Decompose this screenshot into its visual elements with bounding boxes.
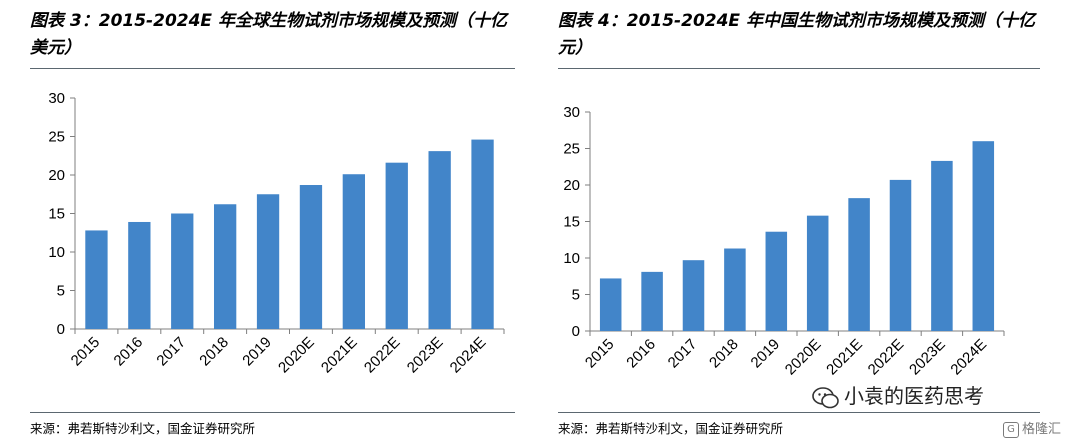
- g-logo-icon: G: [1003, 421, 1019, 438]
- y-tick-label: 0: [57, 321, 65, 338]
- x-tick-label: 2024E: [947, 336, 990, 379]
- china-market-panel: 图表 4：2015-2024E 年中国生物试剂市场规模及预测（十亿元） 0 5 10…: [540, 0, 1080, 443]
- title-rule: [30, 68, 515, 69]
- bar: [428, 151, 451, 329]
- brand-mark: G 格隆汇: [1003, 418, 1061, 438]
- y-tick-label: 10: [48, 244, 65, 261]
- x-tick-label: 2017: [153, 334, 189, 370]
- x-tick-label: 2019: [748, 336, 784, 372]
- chart-title: 图表 4：2015-2024E 年中国生物试剂市场规模及预测（十亿元）: [558, 11, 1035, 58]
- brand-text: 格隆汇: [1022, 422, 1062, 437]
- x-tick-label: 2015: [68, 334, 104, 370]
- y-tick-label: 25: [48, 129, 65, 146]
- bar: [128, 221, 151, 329]
- source-note: 来源：弗若斯特沙利文，国金证券研究所: [558, 421, 784, 436]
- y-tick-label: 5: [57, 283, 65, 300]
- bar: [599, 278, 622, 331]
- bar: [931, 160, 953, 331]
- x-tick-label: 2024E: [447, 334, 490, 377]
- bar: [806, 215, 829, 331]
- bar: [889, 179, 912, 331]
- x-tick-label: 2023E: [906, 336, 949, 379]
- x-tick-label: 2018: [196, 334, 232, 370]
- y-tick-label: 20: [48, 167, 65, 184]
- x-tick-label: 2020E: [275, 334, 318, 377]
- source-rule: [30, 412, 515, 413]
- x-tick-label: 2021E: [318, 334, 361, 377]
- chart-title: 图表 3：2015-2024E 年全球生物试剂市场规模及预测（十亿美元）: [30, 11, 507, 58]
- watermark: 小袁的医药思考: [812, 380, 984, 409]
- x-tick-label: 2022E: [361, 334, 404, 377]
- bar: [972, 141, 995, 331]
- title-rule: [558, 68, 1040, 69]
- bar: [724, 248, 746, 331]
- x-tick-label: 2020E: [782, 336, 825, 379]
- bar: [299, 185, 323, 329]
- x-tick-label: 2018: [706, 336, 742, 372]
- y-tick-label: 30: [48, 90, 65, 107]
- y-tick-label: 20: [563, 177, 580, 194]
- x-tick-label: 2016: [623, 336, 659, 372]
- bar: [641, 271, 663, 331]
- bar: [765, 231, 788, 331]
- x-tick-label: 2023E: [404, 334, 447, 377]
- wechat-icon: [812, 386, 839, 408]
- x-tick-label: 2019: [239, 334, 275, 370]
- bar: [471, 139, 494, 329]
- y-tick-label: 10: [563, 250, 580, 267]
- x-tick-label: 2016: [111, 334, 147, 370]
- bar: [85, 230, 108, 329]
- x-tick-label: 2015: [582, 336, 618, 372]
- bar: [848, 198, 870, 331]
- global-market-panel: 图表 3：2015-2024E 年全球生物试剂市场规模及预测（十亿美元） 0 5 1…: [30, 11, 515, 436]
- x-tick-label: 2022E: [865, 336, 908, 379]
- y-tick-label: 15: [48, 206, 65, 223]
- source-rule: [558, 412, 1040, 413]
- source-note: 来源：弗若斯特沙利文，国金证券研究所: [30, 421, 256, 436]
- y-tick-label: 0: [572, 323, 580, 340]
- watermark-text: 小袁的医药思考: [844, 384, 984, 408]
- bar: [213, 204, 237, 329]
- y-tick-label: 15: [563, 214, 580, 231]
- y-tick-label: 25: [563, 141, 580, 158]
- bar: [682, 260, 705, 331]
- y-tick-label: 30: [563, 104, 580, 121]
- x-tick-label: 2017: [665, 336, 701, 372]
- bar: [256, 194, 280, 329]
- bar: [385, 162, 408, 329]
- bar: [342, 174, 366, 329]
- x-tick-label: 2021E: [823, 336, 866, 379]
- bar: [171, 213, 194, 329]
- y-tick-label: 5: [572, 287, 580, 304]
